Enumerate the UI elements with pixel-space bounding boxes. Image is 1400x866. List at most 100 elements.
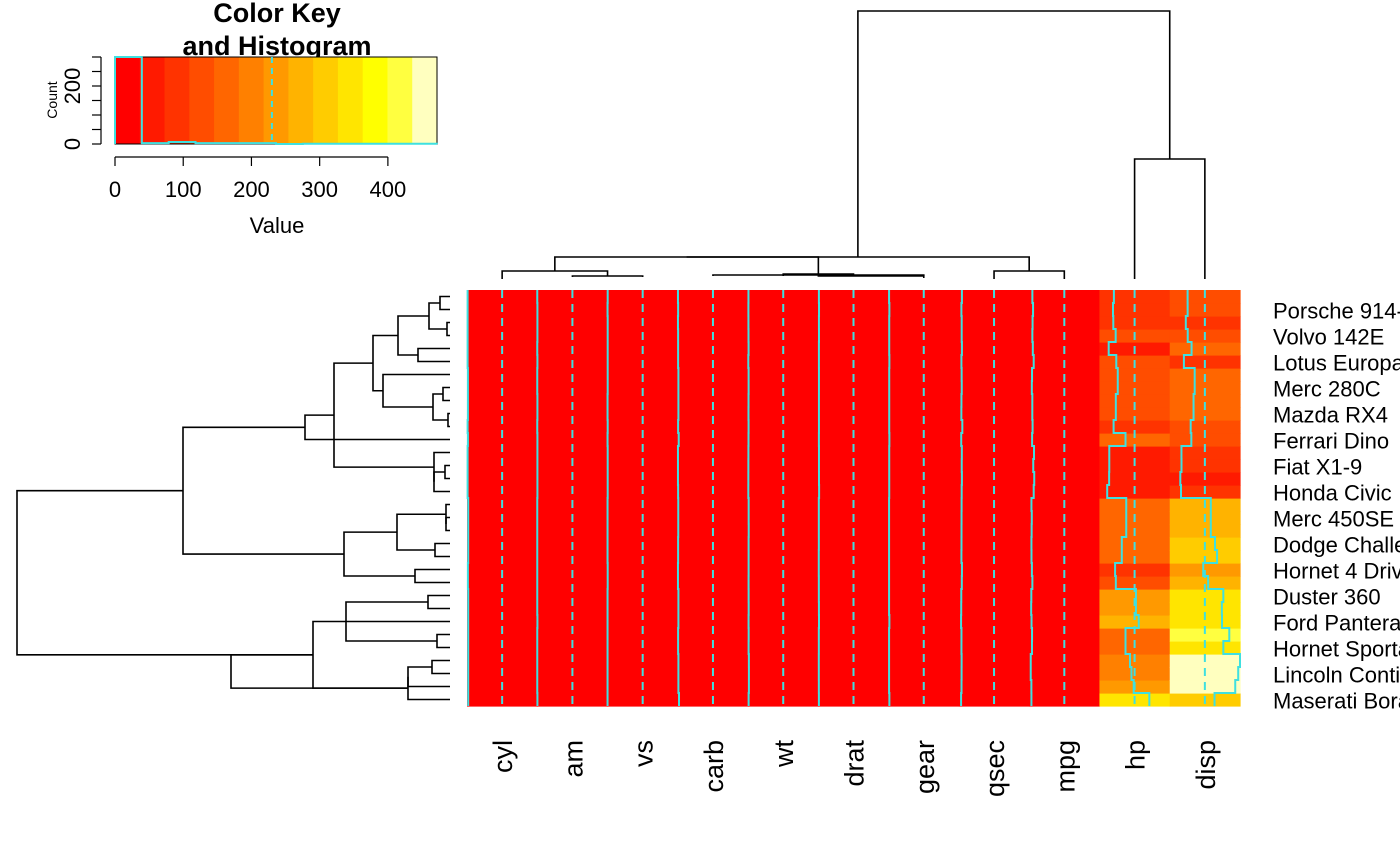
row-label: Merc 280C xyxy=(1273,376,1381,401)
color-key-axes: 0 100 200 300 400 0 200 xyxy=(60,56,406,202)
row-dendrogram xyxy=(16,295,450,701)
color-key-title-line1: Color Key xyxy=(213,0,341,28)
dendrogram-branch xyxy=(501,270,609,279)
heatmap-cell xyxy=(958,589,1030,603)
heatmap-cell xyxy=(1029,563,1101,577)
dendrogram-branch xyxy=(439,295,450,311)
heatmap-cell xyxy=(818,433,890,447)
color-key-ylabel: Count xyxy=(44,81,60,118)
heatmap-cell xyxy=(748,420,819,434)
color-key-swatch xyxy=(214,57,240,144)
heatmap-cell xyxy=(1169,433,1241,447)
heatmap-cell xyxy=(958,576,1030,590)
heatmap-cell xyxy=(958,394,1030,408)
heatmap-cell xyxy=(818,420,890,434)
heatmap-cell xyxy=(1029,615,1101,629)
y-tick-label: 0 xyxy=(60,138,85,150)
heatmap-cell xyxy=(958,563,1030,577)
row-label: Ford Pantera L xyxy=(1273,610,1400,635)
color-key-title-line2: and Histogram xyxy=(182,31,371,61)
heatmap-cell xyxy=(467,589,538,603)
color-key-swatch xyxy=(362,57,389,144)
dendrogram-branch xyxy=(382,373,450,408)
y-tick-label: 200 xyxy=(60,68,85,105)
color-key-swatch xyxy=(313,57,339,144)
heatmap-cell xyxy=(1099,433,1171,447)
dendrogram-branch xyxy=(16,489,313,656)
row-label: Maserati Bora xyxy=(1273,688,1400,713)
heatmap-cell xyxy=(677,602,749,616)
heatmap-cell xyxy=(1169,563,1241,577)
heatmap-cell xyxy=(607,576,679,590)
heatmap-cell xyxy=(888,589,960,603)
heatmap-cell xyxy=(537,602,609,616)
heatmap-cell xyxy=(1099,446,1171,460)
column-label: hp xyxy=(1121,740,1151,770)
dendrogram-branch xyxy=(428,302,447,330)
heatmap-cell xyxy=(748,628,819,642)
row-label: Honda Civic xyxy=(1273,480,1392,505)
column-label: am xyxy=(558,740,588,778)
dendrogram-branch xyxy=(182,426,344,555)
heatmap-cell xyxy=(467,420,538,434)
dendrogram-branch xyxy=(312,620,408,689)
heatmap-cell xyxy=(748,576,819,590)
heatmap-cell xyxy=(748,394,819,408)
dendrogram-branch xyxy=(427,594,450,610)
heatmap-cell xyxy=(677,420,749,434)
dendrogram-branch xyxy=(447,412,450,428)
dendrogram-branch xyxy=(857,10,1171,257)
heatmap-cell xyxy=(818,446,890,460)
column-label: wt xyxy=(769,740,799,768)
heatmap-cell xyxy=(748,615,819,629)
heatmap-cell xyxy=(467,628,538,642)
heatmap-cell xyxy=(958,628,1030,642)
heatmap-cell xyxy=(1099,576,1171,590)
dendrogram-branch xyxy=(396,513,446,551)
dendrogram-branch xyxy=(446,321,450,337)
color-key-swatch xyxy=(412,57,438,144)
heatmap-cell xyxy=(888,381,960,395)
heatmap-cell xyxy=(1029,628,1101,642)
dendrogram-branch xyxy=(304,414,450,441)
column-label: drat xyxy=(840,740,870,787)
dendrogram-branch xyxy=(434,542,450,558)
heatmap-cell xyxy=(467,433,538,447)
color-key-swatch xyxy=(288,57,314,144)
heatmap-cell xyxy=(467,615,538,629)
heatmap-cell xyxy=(958,602,1030,616)
dendrogram-branch xyxy=(433,471,450,493)
row-label: Dodge Challenger xyxy=(1273,532,1400,557)
histogram-line xyxy=(114,56,438,145)
heatmap-cell xyxy=(537,589,609,603)
heatmap-cell xyxy=(1029,420,1101,434)
heatmap-cell xyxy=(888,576,960,590)
heatmap-cell xyxy=(467,576,538,590)
column-dendrogram xyxy=(501,10,1206,279)
dendrogram-branch xyxy=(432,393,448,421)
heatmap-cell xyxy=(1169,576,1241,590)
row-label: Merc 450SE xyxy=(1273,506,1394,531)
heatmap-cell xyxy=(818,615,890,629)
color-key: Color Key and Histogram 0 100 200 300 400 0 20… xyxy=(44,0,438,238)
heatmap-cell xyxy=(818,381,890,395)
heatmap-cell xyxy=(1029,381,1101,395)
trace-line xyxy=(1106,290,1151,706)
heatmap-cell xyxy=(677,407,749,421)
dendrogram-branch xyxy=(431,659,450,675)
heatmap-cell xyxy=(888,407,960,421)
heatmap-cell xyxy=(607,602,679,616)
color-key-swatch xyxy=(337,57,364,144)
row-label: Hornet Sportabout xyxy=(1273,636,1400,661)
heatmap-cell xyxy=(888,394,960,408)
heatmap-cell xyxy=(677,576,749,590)
heatmap-cell xyxy=(607,407,679,421)
heatmap-cell xyxy=(958,446,1030,460)
heatmap-cell xyxy=(1169,381,1241,395)
color-key-swatch xyxy=(263,57,289,144)
row-label: Lotus Europa xyxy=(1273,350,1400,375)
heatmap-cell xyxy=(537,407,609,421)
heatmap-cell xyxy=(818,407,890,421)
heatmap-cell xyxy=(607,615,679,629)
column-label: vs xyxy=(629,740,659,767)
